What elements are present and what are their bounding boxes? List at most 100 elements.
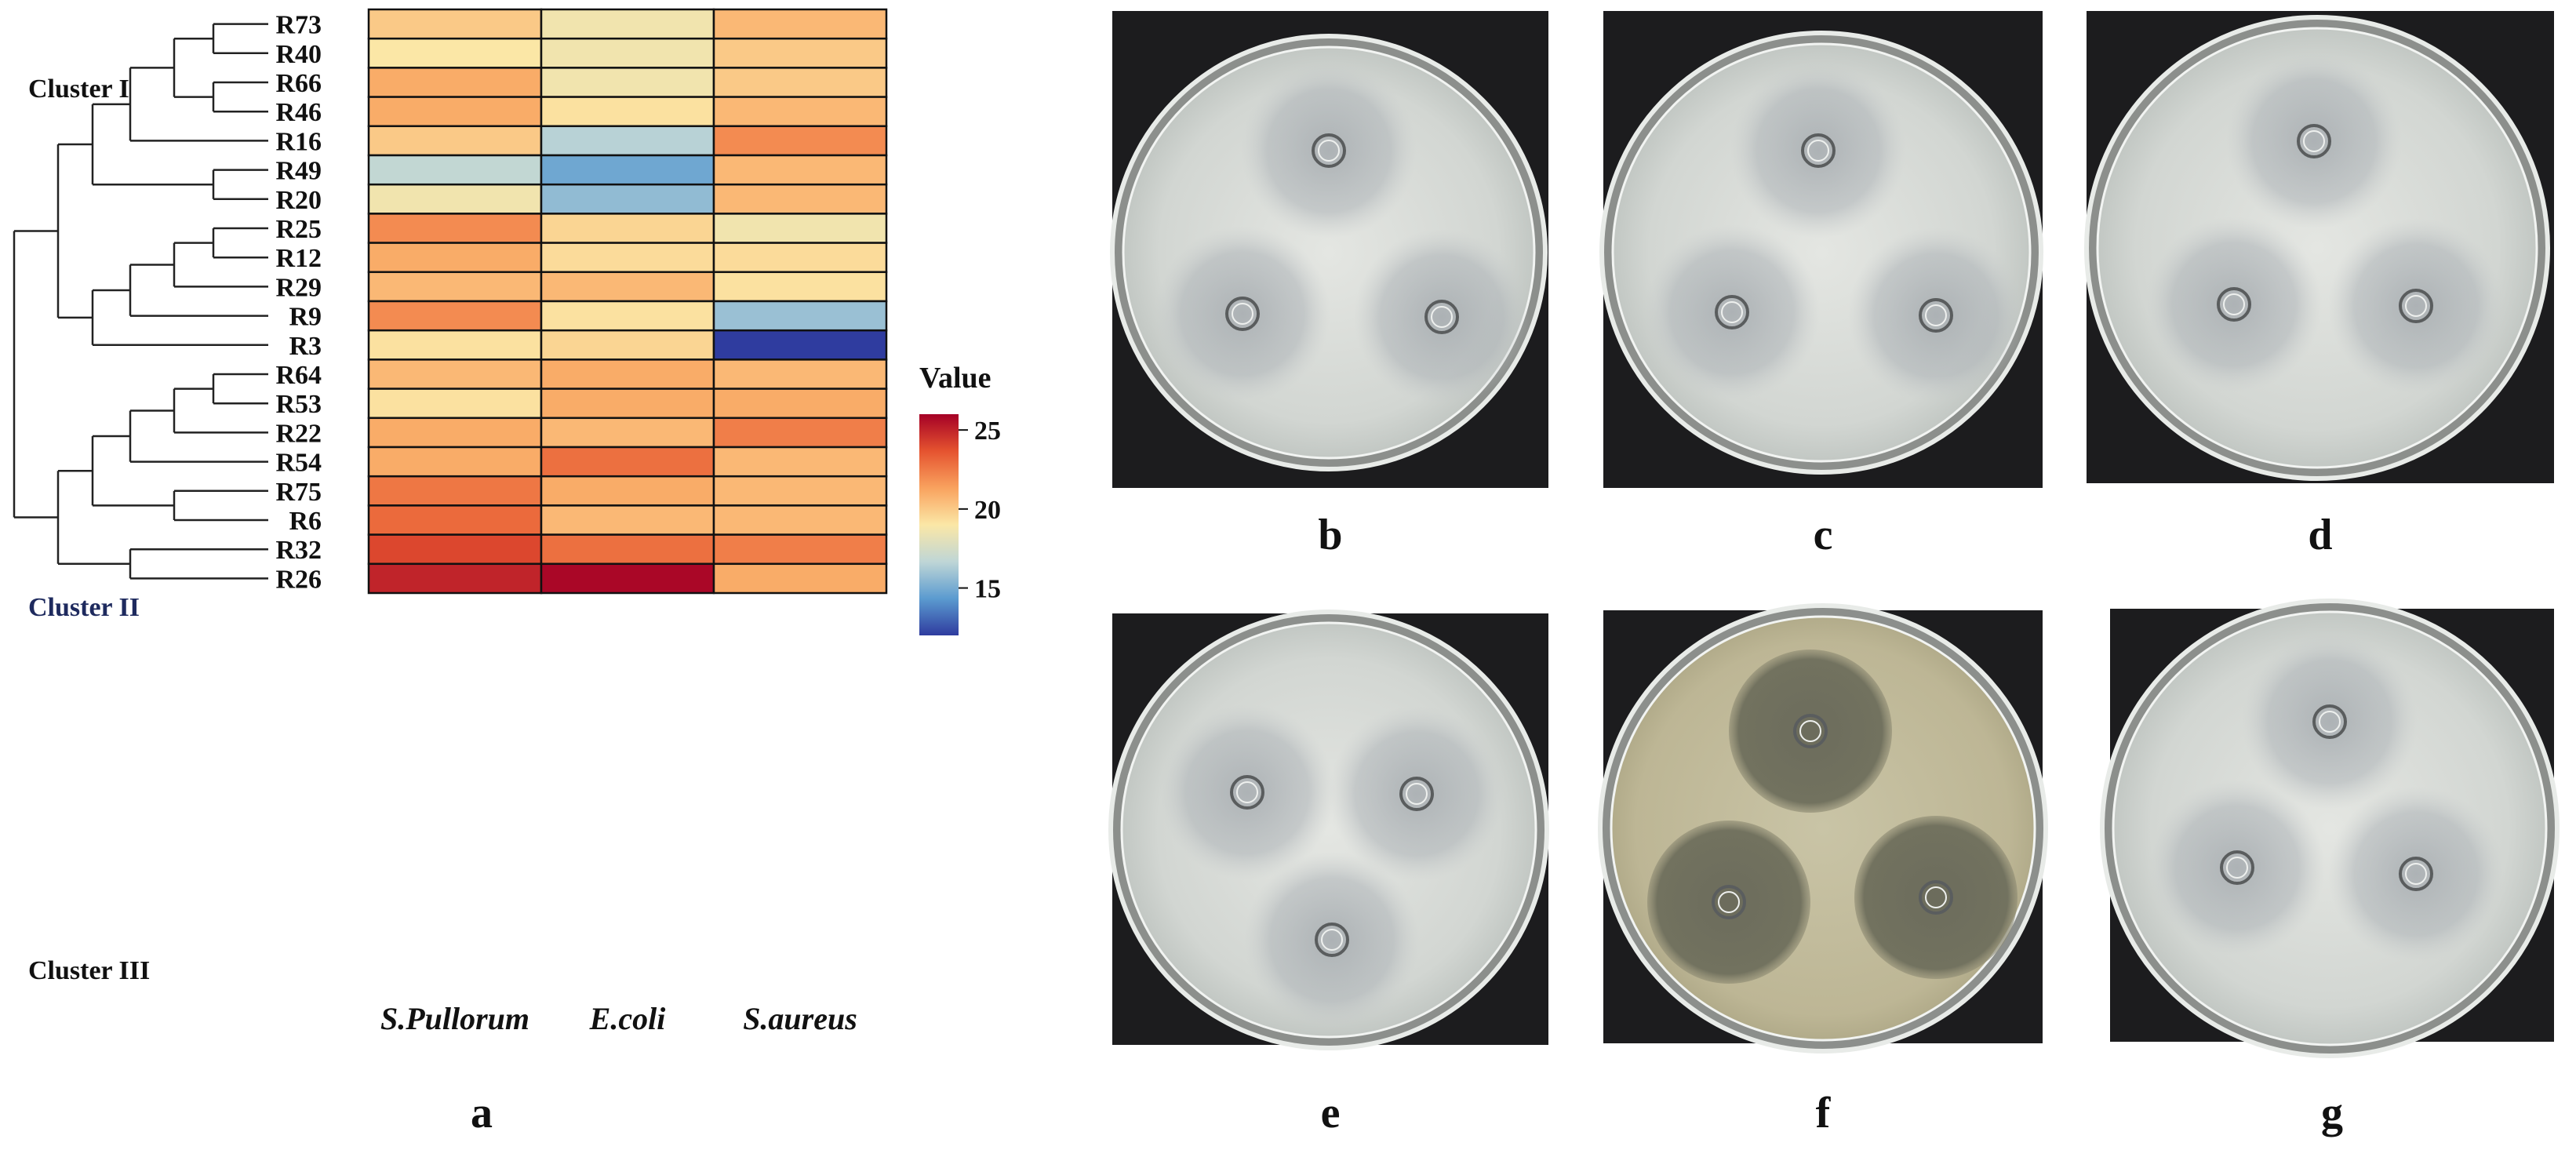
well-inner [1236, 781, 1258, 803]
heatmap-cell [712, 213, 888, 244]
well-inner [1718, 891, 1740, 913]
row-label: R29 [275, 273, 322, 302]
heatmap-cell [712, 562, 888, 595]
well [2399, 289, 2433, 323]
inhibition-zone [2328, 786, 2504, 962]
heatmap-cell [540, 125, 715, 157]
heatmap-row-labels: R73R40R66R46R16R49R20R25R12R29R9R3R64R53… [275, 11, 322, 595]
well-inner [1431, 306, 1453, 328]
heatmap-cell [540, 8, 715, 40]
panel-label-a: a [471, 1089, 493, 1137]
well [1230, 775, 1264, 810]
heatmap-cell [367, 271, 543, 303]
well [1315, 923, 1349, 957]
heatmap-cell [540, 300, 715, 332]
heatmap-cell [712, 388, 888, 420]
photo-panel: c [1599, 11, 2043, 559]
heatmap-cell [367, 183, 543, 215]
well [1312, 133, 1346, 168]
cluster-label-2: Cluster II [28, 593, 140, 622]
inhibition-zone [2242, 634, 2418, 810]
heatmap-cell [712, 154, 888, 186]
well-inner [2303, 130, 2325, 152]
heatmap-cell [712, 533, 888, 566]
inhibition-zone [1644, 224, 1820, 400]
heatmap-cell [540, 475, 715, 507]
legend-title: Value [919, 362, 991, 395]
well-inner [1925, 886, 1947, 908]
heatmap-cell [712, 358, 888, 390]
color-legend: Value 15 20 25 [919, 362, 1001, 635]
heatmap-cell [540, 417, 715, 449]
well [2399, 857, 2433, 891]
panel-label: b [1318, 511, 1342, 559]
row-label: R12 [275, 244, 322, 273]
heatmap-cell [540, 37, 715, 69]
row-label: R49 [275, 157, 322, 186]
well-inner [2223, 293, 2245, 315]
well [1919, 298, 1953, 333]
colorbar-tick-label: 20 [974, 496, 1001, 525]
well [1712, 885, 1746, 919]
well [2220, 850, 2254, 885]
row-label: R3 [289, 332, 322, 361]
inhibition-zone [2146, 217, 2322, 392]
heatmap-cell [712, 8, 888, 40]
heatmap-cells [367, 8, 888, 595]
well [2312, 704, 2347, 739]
colorbar [919, 414, 959, 635]
heatmap-cell [540, 271, 715, 303]
heatmap-cell [540, 329, 715, 361]
inhibition-zone [2226, 53, 2402, 229]
inhibition-zone [1647, 821, 1810, 984]
panel-label: e [1321, 1089, 1341, 1137]
row-label: R32 [275, 536, 322, 565]
heatmap-cell [540, 358, 715, 390]
well [1424, 300, 1459, 334]
heatmap-cell [712, 300, 888, 332]
heatmap-cell [712, 125, 888, 157]
heatmap-cell [712, 37, 888, 69]
row-label: R26 [275, 565, 322, 594]
heatmap-cell [367, 475, 543, 507]
heatmap-cell [540, 242, 715, 274]
heatmap-cell [367, 329, 543, 361]
well-inner [1925, 304, 1947, 326]
heatmap-cell [367, 125, 543, 157]
heatmap-cell [712, 242, 888, 274]
heatmap-cell [367, 37, 543, 69]
panel-label: d [2308, 511, 2332, 559]
well-inner [1321, 929, 1343, 951]
heatmap-cell [540, 562, 715, 595]
well-inner [2405, 295, 2427, 317]
well-inner [1232, 303, 1253, 325]
heatmap-cell [712, 96, 888, 128]
heatmap-cell [712, 504, 888, 536]
inhibition-zone [1730, 63, 1906, 238]
inhibition-zone [2149, 780, 2325, 955]
panel-label: c [1814, 511, 1833, 559]
row-label: R73 [275, 11, 322, 40]
inhibition-zone [1854, 816, 2018, 979]
cluster-label-3: Cluster III [28, 956, 150, 985]
well [1919, 880, 1953, 915]
heatmap-cell [367, 8, 543, 40]
row-label: R75 [275, 478, 322, 507]
row-label: R46 [275, 98, 322, 127]
well [2297, 124, 2331, 158]
row-label: R66 [275, 69, 322, 98]
heatmap-cell [367, 446, 543, 478]
row-label: R25 [275, 215, 322, 244]
cluster-labels: Cluster I Cluster II Cluster III [28, 75, 150, 985]
heatmap-cell [367, 358, 543, 390]
photo-panel: e [1108, 610, 1549, 1137]
inhibition-zone [1244, 852, 1420, 1028]
heatmap-cell [712, 329, 888, 361]
heatmap-cell [712, 446, 888, 478]
heatmap-cell [540, 388, 715, 420]
panel-label: g [2321, 1089, 2343, 1137]
heatmap-cell [367, 242, 543, 274]
heatmap-cell [367, 154, 543, 186]
heatmap-cell [367, 96, 543, 128]
heatmap-cell [712, 183, 888, 215]
